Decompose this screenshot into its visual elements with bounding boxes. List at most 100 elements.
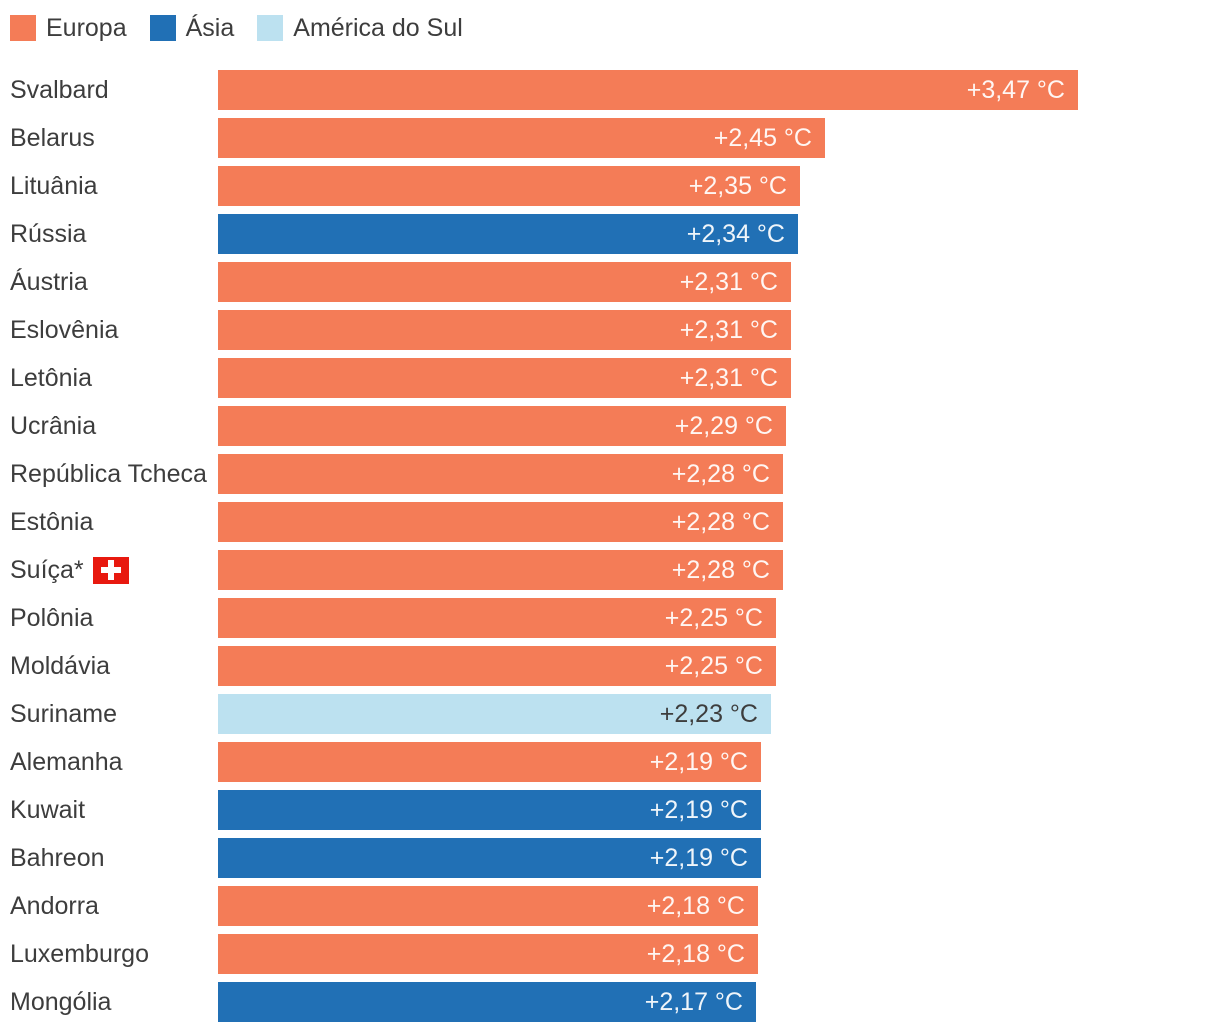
country-label-cell: Moldávia [0, 652, 218, 681]
country-label: Polônia [10, 603, 94, 632]
country-label-cell: Áustria [0, 268, 218, 297]
legend-swatch-icon [10, 15, 36, 41]
bar-value-label: +2,25 °C [664, 651, 763, 680]
chart-row: Letônia +2,31 °C [0, 354, 1220, 402]
chart-row: Andorra +2,18 °C [0, 882, 1220, 930]
bar: +2,17 °C [218, 982, 756, 1022]
country-label: Letônia [10, 363, 93, 392]
country-label-cell: Rússia [0, 220, 218, 249]
bar-value-label: +2,23 °C [659, 699, 758, 728]
bar: +2,28 °C [218, 454, 783, 494]
chart-row: Bahreon +2,19 °C [0, 834, 1220, 882]
chart-row: Estônia +2,28 °C [0, 498, 1220, 546]
country-label-cell: Belarus [0, 124, 218, 153]
legend-label: Ásia [185, 14, 235, 42]
country-label: Mongólia [10, 987, 112, 1016]
country-label-cell: Letônia [0, 364, 218, 393]
bar: +2,25 °C [218, 598, 776, 638]
country-label: Rússia [10, 219, 87, 248]
chart-row: Belarus +2,45 °C [0, 114, 1220, 162]
country-label: Eslovênia [10, 315, 119, 344]
chart-row: Alemanha +2,19 °C [0, 738, 1220, 786]
bar-value-label: +2,31 °C [679, 363, 778, 392]
bar: +2,19 °C [218, 790, 761, 830]
country-label-cell: República Tcheca [0, 460, 218, 489]
chart-row: Luxemburgo +2,18 °C [0, 930, 1220, 978]
bar-value-label: +2,29 °C [674, 411, 773, 440]
bar-value-label: +2,25 °C [664, 603, 763, 632]
country-label-cell: Polônia [0, 604, 218, 633]
chart-row: Polônia +2,25 °C [0, 594, 1220, 642]
bar-value-label: +2,35 °C [688, 171, 787, 200]
bar: +2,28 °C [218, 550, 783, 590]
country-label: Bahreon [10, 843, 105, 872]
country-label-cell: Eslovênia [0, 316, 218, 345]
legend-swatch-icon [257, 15, 284, 41]
country-label: República Tcheca [10, 459, 207, 488]
bar: +2,29 °C [218, 406, 786, 446]
temperature-bar-chart: Europa Ásia América do Sul Svalbard +3,4… [0, 15, 1220, 1026]
country-label: Andorra [10, 891, 99, 920]
chart-row: Suíça* +2,28 °C [0, 546, 1220, 594]
bar-value-label: +2,28 °C [671, 507, 770, 536]
bar-value-label: +2,18 °C [646, 939, 745, 968]
bar: +2,28 °C [218, 502, 783, 542]
bar-value-label: +2,31 °C [679, 315, 778, 344]
bar: +2,19 °C [218, 742, 761, 782]
bar-value-label: +3,47 °C [966, 75, 1065, 104]
country-label-cell: Luxemburgo [0, 940, 218, 969]
legend-item: América do Sul [257, 15, 463, 41]
bar: +2,23 °C [218, 694, 771, 734]
bar: +2,25 °C [218, 646, 776, 686]
legend-swatch-icon [149, 15, 176, 41]
bar: +2,45 °C [218, 118, 825, 158]
country-label: Luxemburgo [10, 939, 149, 968]
country-label: Lituânia [10, 171, 98, 200]
legend-label: Europa [46, 14, 127, 42]
chart-row: Lituânia +2,35 °C [0, 162, 1220, 210]
country-label: Suíça* [10, 555, 84, 584]
bar-value-label: +2,28 °C [671, 555, 770, 584]
chart-row: Rússia +2,34 °C [0, 210, 1220, 258]
country-label: Alemanha [10, 747, 123, 776]
country-label-cell: Kuwait [0, 796, 218, 825]
bar-value-label: +2,19 °C [649, 747, 748, 776]
bar-value-label: +2,31 °C [679, 267, 778, 296]
bar-value-label: +2,17 °C [644, 987, 743, 1016]
country-label: Svalbard [10, 75, 109, 104]
bar: +2,34 °C [218, 214, 798, 254]
country-label-cell: Suíça* [0, 556, 218, 585]
country-label: Estônia [10, 507, 94, 536]
bar: +2,31 °C [218, 262, 791, 302]
bar-value-label: +2,28 °C [671, 459, 770, 488]
country-label-cell: Bahreon [0, 844, 218, 873]
chart-row: Suriname +2,23 °C [0, 690, 1220, 738]
country-label-cell: Lituânia [0, 172, 218, 201]
bar: +2,35 °C [218, 166, 800, 206]
bar-value-label: +2,19 °C [649, 795, 748, 824]
country-label: Belarus [10, 123, 95, 152]
bar: +3,47 °C [218, 70, 1078, 110]
country-label-cell: Alemanha [0, 748, 218, 777]
bar: +2,18 °C [218, 934, 758, 974]
bar-value-label: +2,34 °C [686, 219, 785, 248]
chart-row: Eslovênia +2,31 °C [0, 306, 1220, 354]
chart-row: República Tcheca +2,28 °C [0, 450, 1220, 498]
chart-row: Ucrânia +2,29 °C [0, 402, 1220, 450]
chart-row: Kuwait +2,19 °C [0, 786, 1220, 834]
bar: +2,19 °C [218, 838, 761, 878]
country-label: Áustria [10, 267, 88, 296]
swiss-flag-icon [92, 556, 129, 584]
legend-item: Europa [10, 15, 127, 41]
country-label-cell: Ucrânia [0, 412, 218, 441]
legend-item: Ásia [149, 14, 235, 42]
chart-row: Svalbard +3,47 °C [0, 66, 1220, 114]
bar: +2,18 °C [218, 886, 758, 926]
chart-row: Mongólia +2,17 °C [0, 978, 1220, 1026]
country-label: Kuwait [10, 795, 86, 824]
country-label: Suriname [10, 699, 117, 728]
legend: Europa Ásia América do Sul [10, 15, 1220, 41]
country-label-cell: Mongólia [0, 988, 218, 1017]
bar-value-label: +2,18 °C [646, 891, 745, 920]
country-label-cell: Suriname [0, 700, 218, 729]
